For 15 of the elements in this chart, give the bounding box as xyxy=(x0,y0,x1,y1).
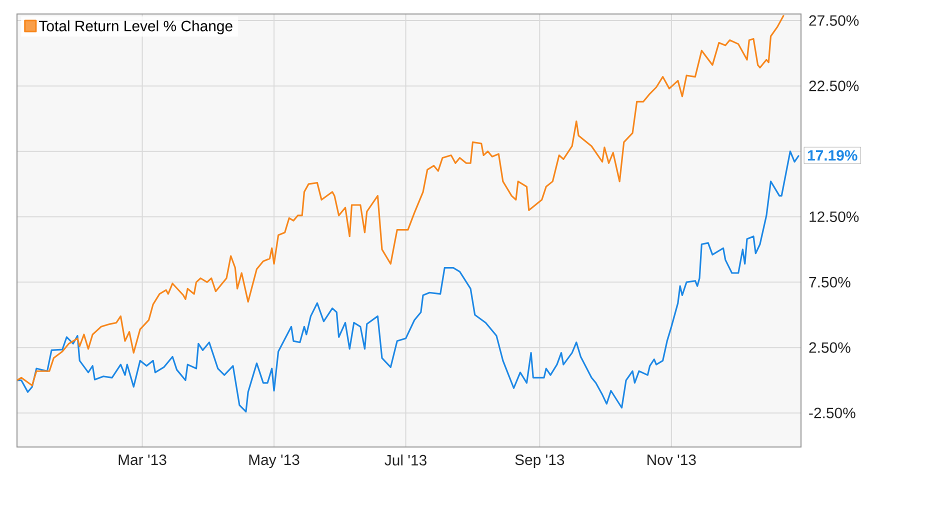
y-tick-label: 7.50% xyxy=(809,276,850,288)
x-tick-label: May '13 xyxy=(249,454,300,468)
y-tick-label: 27.50% xyxy=(809,15,859,26)
x-tick-label: Sep '13 xyxy=(515,454,564,468)
line-series xyxy=(16,150,800,412)
legend-label: Total Return Level % Change xyxy=(39,20,232,34)
y-tick-label: 12.50% xyxy=(810,211,859,222)
x-tick-label: Mar '13 xyxy=(118,454,166,466)
x-tick-label: Jul '13 xyxy=(384,454,426,466)
y-tick-label: 22.50% xyxy=(809,80,859,92)
y-tick-label: -2.50% xyxy=(809,408,856,418)
annotation: 17.19% xyxy=(808,150,858,161)
line-series xyxy=(16,14,785,386)
x-tick-label: Nov '13 xyxy=(648,454,696,466)
y-tick-label: 2.50% xyxy=(809,342,850,353)
